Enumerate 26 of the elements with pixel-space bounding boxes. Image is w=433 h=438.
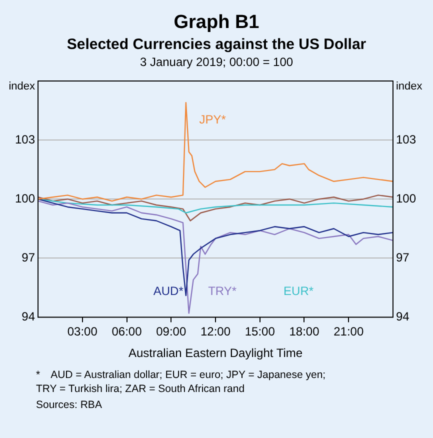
y-tick-label: 100	[14, 191, 36, 206]
x-axis-title: Australian Eastern Daylight Time	[128, 346, 303, 360]
chart-subtitle: Selected Currencies against the US Dollar 3 January 2019; 00:00 = 100	[66, 36, 368, 69]
y-axis-title: index	[8, 80, 36, 93]
x-tick-label: 09:00	[156, 324, 186, 339]
y2-tick-label: 94	[396, 310, 410, 324]
x-tick-label: 21:00	[334, 324, 364, 339]
y2-tick-label: 103	[396, 132, 416, 146]
text: EUR*	[284, 284, 314, 298]
y2-axis-title: index	[396, 80, 423, 93]
x-tick-label: 15:00	[244, 324, 276, 339]
source-note: Sources: RBA	[36, 399, 103, 413]
series-label: AUD*	[153, 284, 184, 298]
y-tick-label: 103	[14, 132, 36, 146]
x-tick-label: 12:00	[200, 324, 231, 339]
y-tick-label: 94	[22, 310, 36, 324]
series-label: TRY*	[208, 284, 237, 298]
y2-tick-label: 97	[396, 250, 410, 264]
y2-tick-label: 100	[396, 191, 416, 206]
x-tick-label: 06:00	[112, 324, 142, 339]
x-tick-label: 03:00	[67, 324, 98, 339]
series-label: JPY*	[199, 112, 226, 127]
x-tick-label: 18:00	[289, 324, 320, 339]
text: * AUD = Australian dollar; EUR = euro; JPY = Japanese yen; TRY = Turkish lira; ZAR = South African rand	[36, 369, 327, 396]
chart-title: Graph B1	[172, 12, 260, 34]
y-tick-label: 97	[22, 250, 36, 264]
